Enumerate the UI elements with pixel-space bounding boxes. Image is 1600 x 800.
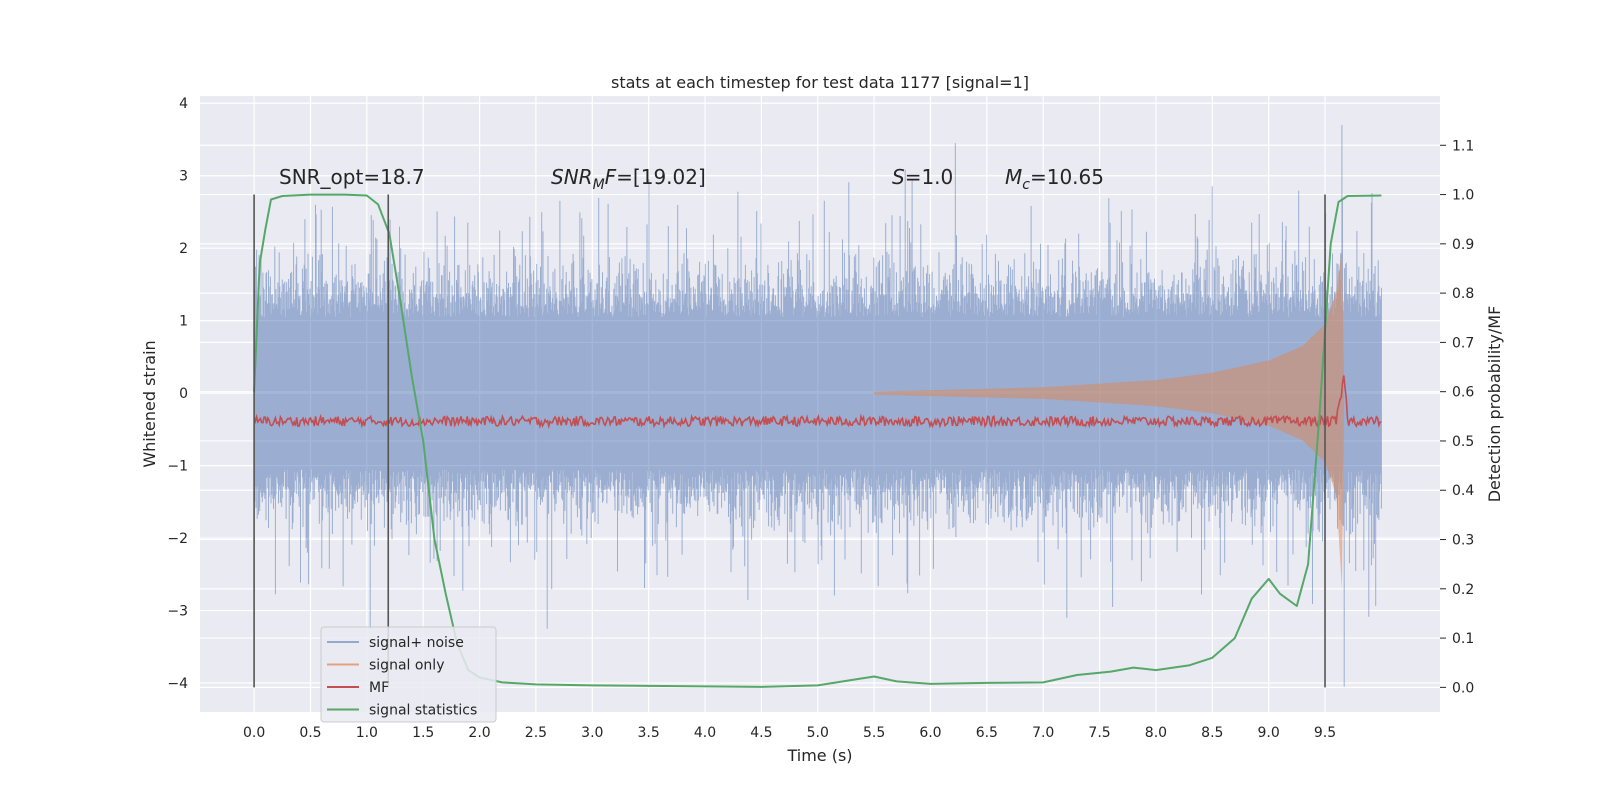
x-tick-label: 8.5 <box>1201 725 1223 741</box>
mf-line <box>253 375 1382 430</box>
x-tick-label: 4.5 <box>750 725 772 741</box>
x-tick-label: 1.5 <box>412 725 434 741</box>
y-tick-label: 2 <box>179 241 188 257</box>
y2-tick-labels: 1.1 1.0 0.9 0.8 0.7 0.6 0.5 0.4 0.3 0.2 0.1 0.0 <box>1440 138 1474 696</box>
x-tick-label: 8.0 <box>1145 725 1167 741</box>
y2-tick-label: 0.2 <box>1452 582 1474 598</box>
chart-title: stats at each timestep for test data 117… <box>611 73 1029 92</box>
annotation-snr-opt: SNR_opt=18.7 <box>279 165 425 189</box>
signal-statistics-line <box>253 193 1382 688</box>
x-tick-labels: 0.0 0.5 1.0 1.5 2.0 2.5 3.0 3.5 4.0 4.5 5.0 5.5 6.0 6… <box>243 725 1336 741</box>
annotation-s: S=1.0 <box>892 165 953 189</box>
y-tick-label: −2 <box>167 531 188 547</box>
y2-tick-label: 0.1 <box>1452 631 1474 647</box>
annotation-mc: Mc=10.65 <box>1005 165 1104 193</box>
mc-value: =10.65 <box>1030 165 1104 189</box>
s-value: =1.0 <box>905 165 954 189</box>
mc-symbol: M <box>1005 165 1022 189</box>
snr-mf-subscript: M <box>593 177 605 193</box>
y-tick-label: −3 <box>167 604 188 620</box>
y2-tick-label: 0.8 <box>1452 286 1474 302</box>
x-tick-label: 5.0 <box>807 725 829 741</box>
y2-tick-label: 0.3 <box>1452 533 1474 549</box>
x-tick-label: 6.0 <box>919 725 941 741</box>
x-tick-label: 0.5 <box>299 725 321 741</box>
y-tick-label: 3 <box>179 169 188 185</box>
x-tick-label: 3.5 <box>638 725 660 741</box>
y-tick-label: −4 <box>167 676 188 692</box>
y-tick-label: 4 <box>179 96 188 112</box>
series-layer <box>253 125 1382 688</box>
legend-label: signal+ noise <box>369 635 464 651</box>
x-tick-label: 7.0 <box>1032 725 1054 741</box>
y2-axis-label: Detection probability/MF <box>1485 306 1504 503</box>
s-symbol: S <box>892 165 905 189</box>
annotation-snr-mf: SNRMF=[19.02] <box>551 165 706 193</box>
x-tick-label: 5.5 <box>863 725 885 741</box>
legend-label: MF <box>369 680 389 696</box>
legend-label: signal only <box>369 658 444 674</box>
x-tick-label: 3.0 <box>581 725 603 741</box>
y-tick-labels: 4 3 2 1 0 −1 −2 −3 −4 <box>167 96 188 692</box>
vertical-markers <box>253 194 1326 688</box>
legend: signal+ noise signal only MF signal statist… <box>320 626 497 723</box>
snr-mf-value: =[19.02] <box>616 165 706 189</box>
y-tick-label: −1 <box>167 459 188 475</box>
y2-tick-label: 1.0 <box>1452 188 1474 204</box>
y2-tick-label: 0.6 <box>1452 385 1474 401</box>
x-tick-label: 7.5 <box>1088 725 1110 741</box>
x-tick-label: 9.0 <box>1258 725 1280 741</box>
y2-tick-label: 1.1 <box>1452 138 1474 154</box>
y-axis-label: Whitened strain <box>140 340 159 467</box>
y2-tick-label: 0.9 <box>1452 237 1474 253</box>
x-tick-label: 2.0 <box>468 725 490 741</box>
y-tick-label: 0 <box>179 386 188 402</box>
signal-only-area <box>874 248 1345 589</box>
mc-subscript: c <box>1022 177 1030 193</box>
legend-box <box>320 626 497 723</box>
x-tick-label: 9.5 <box>1314 725 1336 741</box>
legend-label: signal statistics <box>369 703 477 719</box>
x-tick-label: 0.0 <box>243 725 265 741</box>
x-tick-label: 2.5 <box>525 725 547 741</box>
snr-mf-symbol: SNR <box>551 165 593 189</box>
x-axis-label: Time (s) <box>786 746 852 765</box>
y2-tick-label: 0.7 <box>1452 335 1474 351</box>
y2-tick-label: 0.5 <box>1452 434 1474 450</box>
y2-tick-label: 0.0 <box>1452 680 1474 696</box>
legend-items: signal+ noise signal only MF signal statist… <box>327 635 477 719</box>
snr-mf-symbol-2: F <box>605 165 617 189</box>
y2-tick-label: 0.4 <box>1452 483 1474 499</box>
y-tick-label: 1 <box>179 314 188 330</box>
x-tick-label: 1.0 <box>356 725 378 741</box>
x-tick-label: 4.0 <box>694 725 716 741</box>
x-tick-label: 6.5 <box>976 725 998 741</box>
